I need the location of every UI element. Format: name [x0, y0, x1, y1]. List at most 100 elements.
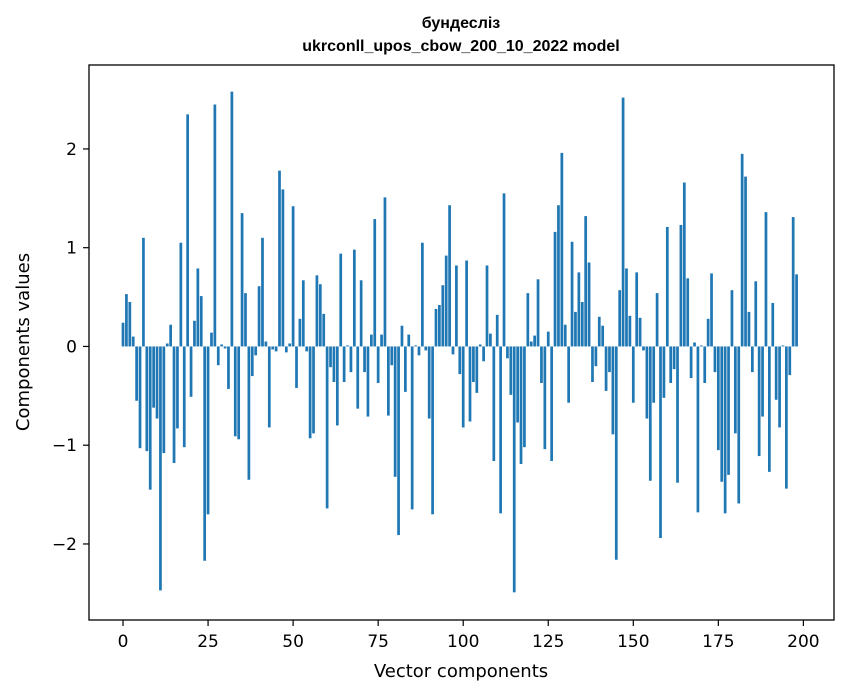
bar: [247, 346, 251, 480]
bar: [730, 290, 734, 347]
x-tick-label: 150: [617, 632, 649, 652]
bar: [465, 260, 468, 347]
bar: [696, 346, 700, 513]
y-tick-label: −1: [52, 436, 77, 456]
bar: [665, 226, 669, 347]
bar: [387, 346, 390, 416]
bar: [325, 346, 329, 509]
bar: [427, 346, 431, 419]
bar: [301, 280, 305, 347]
bar: [121, 322, 125, 347]
bar: [713, 346, 717, 373]
bar: [315, 275, 319, 347]
bar: [210, 332, 213, 347]
bar: [125, 294, 128, 347]
bar: [553, 231, 557, 347]
bar: [135, 346, 138, 401]
bar: [478, 344, 482, 347]
bar: [506, 346, 509, 359]
bar: [648, 346, 652, 481]
bar: [172, 346, 176, 463]
bar: [557, 205, 560, 347]
bar: [288, 343, 292, 347]
bar: [186, 114, 190, 347]
bar: [444, 255, 448, 347]
bar: [431, 346, 434, 515]
bar: [642, 346, 645, 351]
bar: [155, 346, 159, 419]
bar: [349, 346, 353, 373]
bar: [516, 346, 519, 423]
bar: [284, 346, 288, 353]
bar: [189, 346, 193, 397]
bar: [213, 104, 217, 347]
bar: [400, 325, 404, 347]
bar: [482, 346, 485, 362]
bar: [339, 253, 343, 347]
bar: [295, 346, 298, 388]
bar: [669, 346, 673, 383]
bar: [594, 346, 598, 367]
bar: [744, 176, 747, 347]
bar: [723, 346, 727, 514]
bar: [720, 346, 724, 482]
bar: [550, 346, 554, 462]
bar: [625, 268, 628, 347]
bar: [271, 346, 275, 350]
bar: [237, 346, 241, 440]
bar: [438, 304, 441, 347]
bar: [291, 206, 295, 347]
bar: [159, 346, 162, 591]
bar: [737, 346, 741, 504]
bar: [281, 189, 285, 347]
bar: [366, 346, 370, 417]
bar: [645, 346, 649, 419]
x-tick-label: 75: [367, 632, 389, 652]
bar: [424, 346, 428, 351]
bar: [250, 346, 254, 377]
bar: [757, 346, 761, 457]
bar: [781, 345, 785, 347]
bar: [614, 346, 618, 560]
bar: [682, 182, 686, 347]
bar: [489, 333, 492, 347]
bar: [655, 293, 659, 347]
bar: [376, 346, 380, 383]
bar: [165, 343, 169, 347]
bar: [305, 346, 309, 352]
bar: [448, 205, 451, 347]
bar: [492, 346, 496, 462]
bar: [502, 193, 506, 347]
x-tick-label: 0: [118, 632, 129, 652]
bar: [352, 249, 356, 347]
bar: [540, 346, 543, 383]
bar: [628, 315, 632, 347]
bar: [274, 346, 278, 352]
bar: [788, 346, 792, 376]
bar: [176, 346, 179, 429]
bar: [584, 216, 588, 347]
bar: [472, 346, 475, 383]
bar: [567, 346, 571, 403]
bar: [257, 286, 261, 347]
bar: [764, 212, 768, 347]
bar: [230, 91, 234, 347]
bar: [785, 346, 788, 489]
bar: [710, 273, 713, 347]
bar: [298, 318, 302, 347]
bar: [145, 346, 149, 452]
bar: [771, 302, 775, 347]
bar: [495, 314, 499, 347]
bar: [244, 293, 247, 347]
bar: [635, 272, 639, 347]
bar: [676, 346, 679, 483]
bar: [390, 346, 394, 366]
bar: [383, 197, 387, 347]
bar: [597, 316, 601, 347]
bar: [373, 219, 377, 347]
x-tick-label: 200: [787, 632, 819, 652]
bar: [618, 290, 622, 347]
bar: [455, 265, 458, 347]
bar: [404, 346, 407, 392]
